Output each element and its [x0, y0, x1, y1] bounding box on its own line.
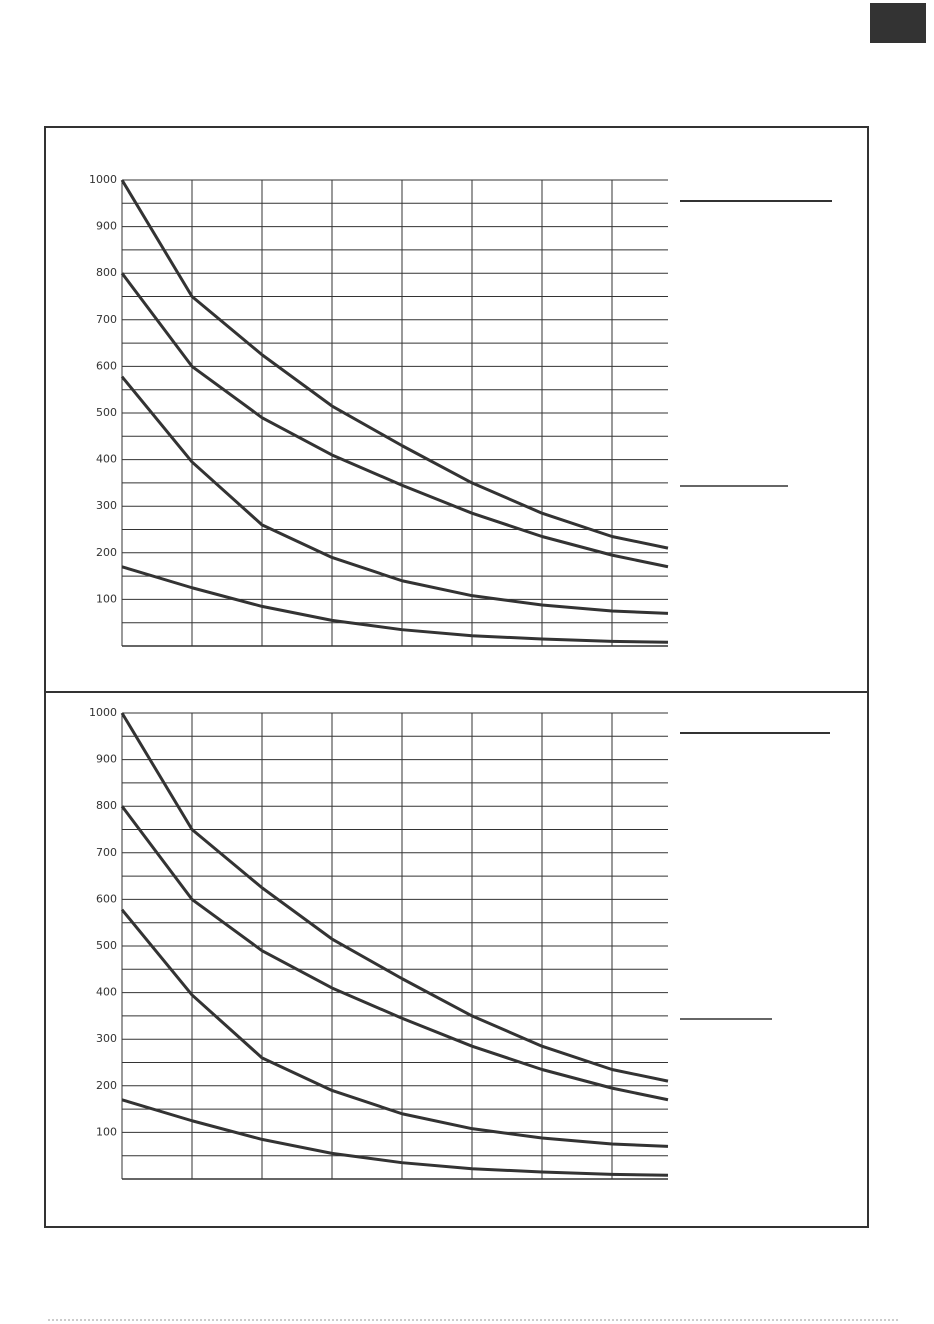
y-tick-label: 600	[96, 892, 117, 905]
y-tick-label: 600	[96, 359, 117, 372]
series-line	[120, 179, 669, 550]
series-line	[120, 375, 669, 615]
series-line	[121, 565, 669, 644]
series-line	[120, 272, 669, 569]
y-tick-label: 200	[96, 1079, 117, 1092]
frame	[44, 126, 869, 1228]
series-line	[120, 908, 669, 1148]
series-line	[120, 712, 669, 1083]
y-tick-label: 700	[96, 846, 117, 859]
y-tick-label: 700	[96, 313, 117, 326]
y-tick-label: 400	[96, 453, 117, 466]
y-tick-label: 1000	[89, 173, 117, 186]
y-tick-label: 900	[96, 753, 117, 766]
y-tick-label: 1000	[89, 706, 117, 719]
y-tick-label: 800	[96, 266, 117, 279]
corner-tab	[870, 3, 926, 43]
y-tick-label: 300	[96, 499, 117, 512]
y-tick-label: 200	[96, 546, 117, 559]
y-tick-label: 300	[96, 1032, 117, 1045]
y-tick-label: 900	[96, 220, 117, 233]
y-tick-label: 800	[96, 799, 117, 812]
series-line	[120, 805, 669, 1102]
y-tick-label: 400	[96, 986, 117, 999]
y-tick-label: 100	[96, 592, 117, 605]
y-tick-label: 500	[96, 406, 117, 419]
series-line	[121, 1098, 669, 1177]
y-tick-label: 100	[96, 1125, 117, 1138]
y-tick-label: 500	[96, 939, 117, 952]
